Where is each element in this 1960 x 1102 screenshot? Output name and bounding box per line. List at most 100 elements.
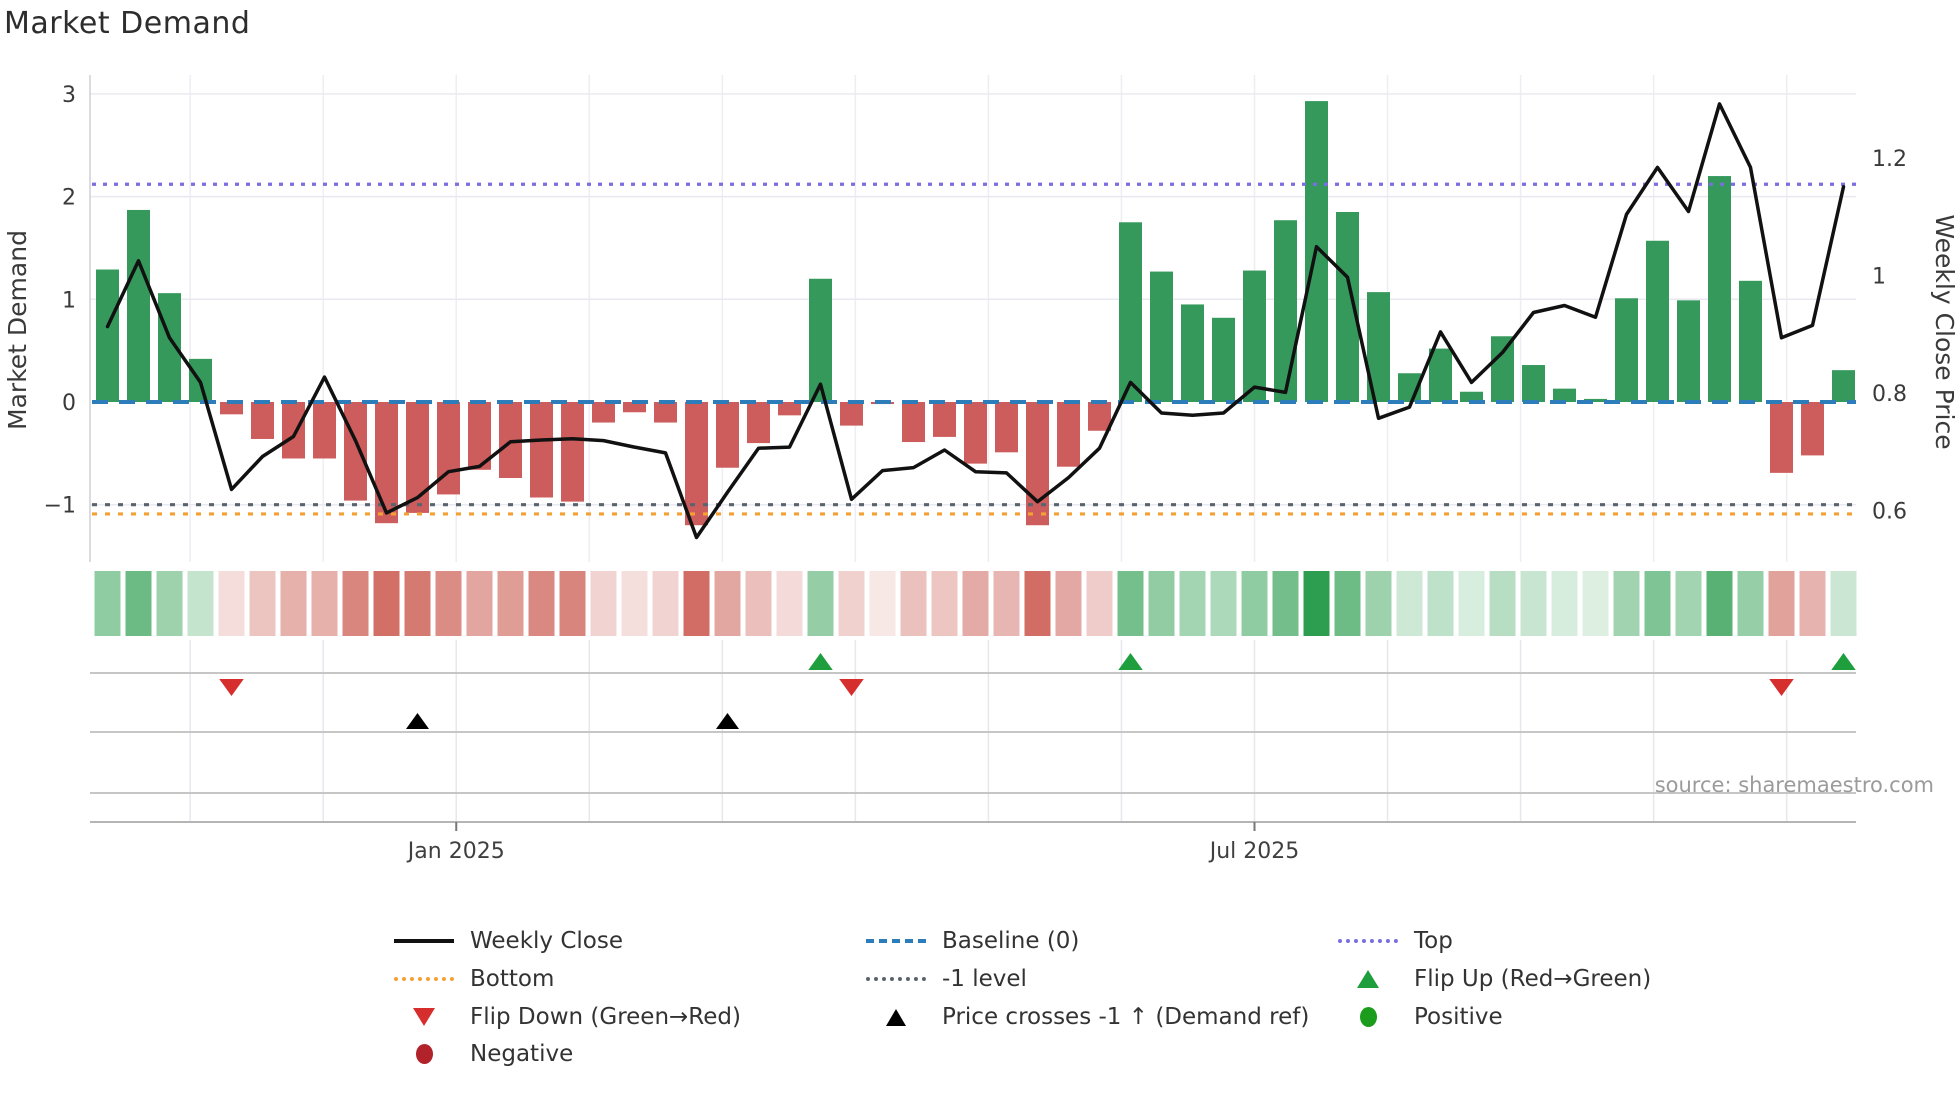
heatmap-cell <box>1551 571 1578 636</box>
heatmap-cell <box>1024 571 1051 636</box>
demand-bar <box>1150 271 1173 402</box>
heatmap-cell <box>745 571 772 636</box>
heatmap-cell <box>497 571 524 636</box>
demand-bar <box>251 402 274 439</box>
right-tick-label: 0.6 <box>1872 500 1907 525</box>
demand-bar <box>1336 212 1359 402</box>
heatmap-cell <box>1768 571 1795 636</box>
demand-bar <box>499 402 522 478</box>
demand-bar <box>220 402 243 415</box>
heatmap-cell <box>1241 571 1268 636</box>
bottom-dotted-line-icon <box>394 977 454 981</box>
demand-bar <box>406 402 429 513</box>
chart-title: Market Demand <box>4 6 251 41</box>
left-tick-label: 0 <box>62 391 76 416</box>
left-tick-label: −1 <box>44 494 76 519</box>
heatmap-cell <box>993 571 1020 636</box>
price-cross-marker <box>405 713 430 729</box>
demand-bar <box>1119 222 1142 402</box>
heatmap-strip <box>94 571 1857 636</box>
heatmap-cell <box>94 571 121 636</box>
flip-up-triangle-icon <box>1338 970 1398 988</box>
legend-label: Price crosses -1 ↑ (Demand ref) <box>942 1004 1310 1030</box>
demand-bar <box>1646 240 1669 402</box>
demand-bar <box>1491 336 1514 402</box>
heatmap-cell <box>1055 571 1082 636</box>
demand-bar <box>623 402 646 413</box>
heatmap-cell <box>249 571 276 636</box>
top-dotted-line-icon <box>1338 939 1398 943</box>
heatmap-cell <box>1644 571 1671 636</box>
demand-bar <box>654 402 677 423</box>
flip-up-marker <box>1118 653 1143 670</box>
legend-label: Positive <box>1414 1004 1503 1030</box>
demand-bar <box>1801 402 1824 456</box>
legend-label: Negative <box>470 1041 574 1067</box>
demand-bar <box>1026 402 1049 526</box>
legend-item-top: Top <box>1338 924 1453 958</box>
heatmap-cell <box>1706 571 1733 636</box>
flip-down-triangle-icon <box>394 1008 454 1026</box>
right-tick-label: 0.8 <box>1872 382 1907 407</box>
heatmap-cell <box>373 571 400 636</box>
flip-down-marker <box>1769 679 1794 696</box>
legend-label: Flip Down (Green→Red) <box>470 1004 741 1030</box>
heatmap-cell <box>683 571 710 636</box>
demand-bar <box>1553 388 1576 402</box>
minus1-dotted-line-icon <box>866 977 926 981</box>
demand-bar <box>1460 391 1483 402</box>
heatmap-cell <box>466 571 493 636</box>
left-tick-label: 2 <box>62 186 76 211</box>
demand-bar <box>127 209 150 402</box>
flip-down-marker <box>219 679 244 696</box>
heatmap-cell <box>1427 571 1454 636</box>
demand-bar <box>1429 348 1452 402</box>
heatmap-cell <box>404 571 431 636</box>
legend-item-positive: Positive <box>1338 1000 1503 1034</box>
heatmap-cell <box>125 571 152 636</box>
demand-bar <box>375 402 398 524</box>
left-tick-label: 1 <box>62 288 76 313</box>
flip-down-marker <box>839 679 864 696</box>
heatmap-cell <box>1613 571 1640 636</box>
demand-bar <box>592 402 615 423</box>
legend-item-negative: Negative <box>394 1037 573 1071</box>
heatmap-cell <box>1396 571 1423 636</box>
price-cross-marker <box>715 713 740 729</box>
flip-up-marker <box>1831 653 1856 670</box>
legend-item-flip-up: Flip Up (Red→Green) <box>1338 962 1651 996</box>
heatmap-cell <box>1458 571 1485 636</box>
demand-bar <box>468 402 491 470</box>
heatmap-cell <box>218 571 245 636</box>
heatmap-cell <box>1179 571 1206 636</box>
right-tick-label: 1 <box>1872 265 1886 290</box>
heatmap-cell <box>1210 571 1237 636</box>
demand-bar <box>1243 270 1266 402</box>
heatmap-cell <box>1799 571 1826 636</box>
demand-bar <box>1057 402 1080 467</box>
legend-label: Baseline (0) <box>942 928 1080 954</box>
legend-label: Bottom <box>470 966 555 992</box>
demand-bar <box>747 402 770 444</box>
left-tick-label: 3 <box>62 83 76 108</box>
heatmap-cell <box>1303 571 1330 636</box>
heatmap-cell <box>1830 571 1857 636</box>
heatmap-cell <box>1520 571 1547 636</box>
x-tick-label: Jul 2025 <box>1208 839 1300 864</box>
baseline-dash-icon <box>866 939 926 943</box>
heatmap-cell <box>1675 571 1702 636</box>
demand-bar <box>933 402 956 437</box>
weekly-close-line <box>105 102 1846 540</box>
legend-item-weekly-close: Weekly Close <box>394 924 623 958</box>
demand-bar <box>716 402 739 468</box>
demand-bar <box>1212 317 1235 402</box>
source-credit: source: sharemaestro.com <box>1655 773 1934 797</box>
legend-item-minus1-level: -1 level <box>866 962 1027 996</box>
demand-bar <box>1615 298 1638 402</box>
right-axis-title: Weekly Close Price <box>1930 214 1959 449</box>
heatmap-cell <box>311 571 338 636</box>
demand-bar <box>344 402 367 501</box>
demand-bar <box>313 402 336 459</box>
demand-bar <box>1522 365 1545 402</box>
